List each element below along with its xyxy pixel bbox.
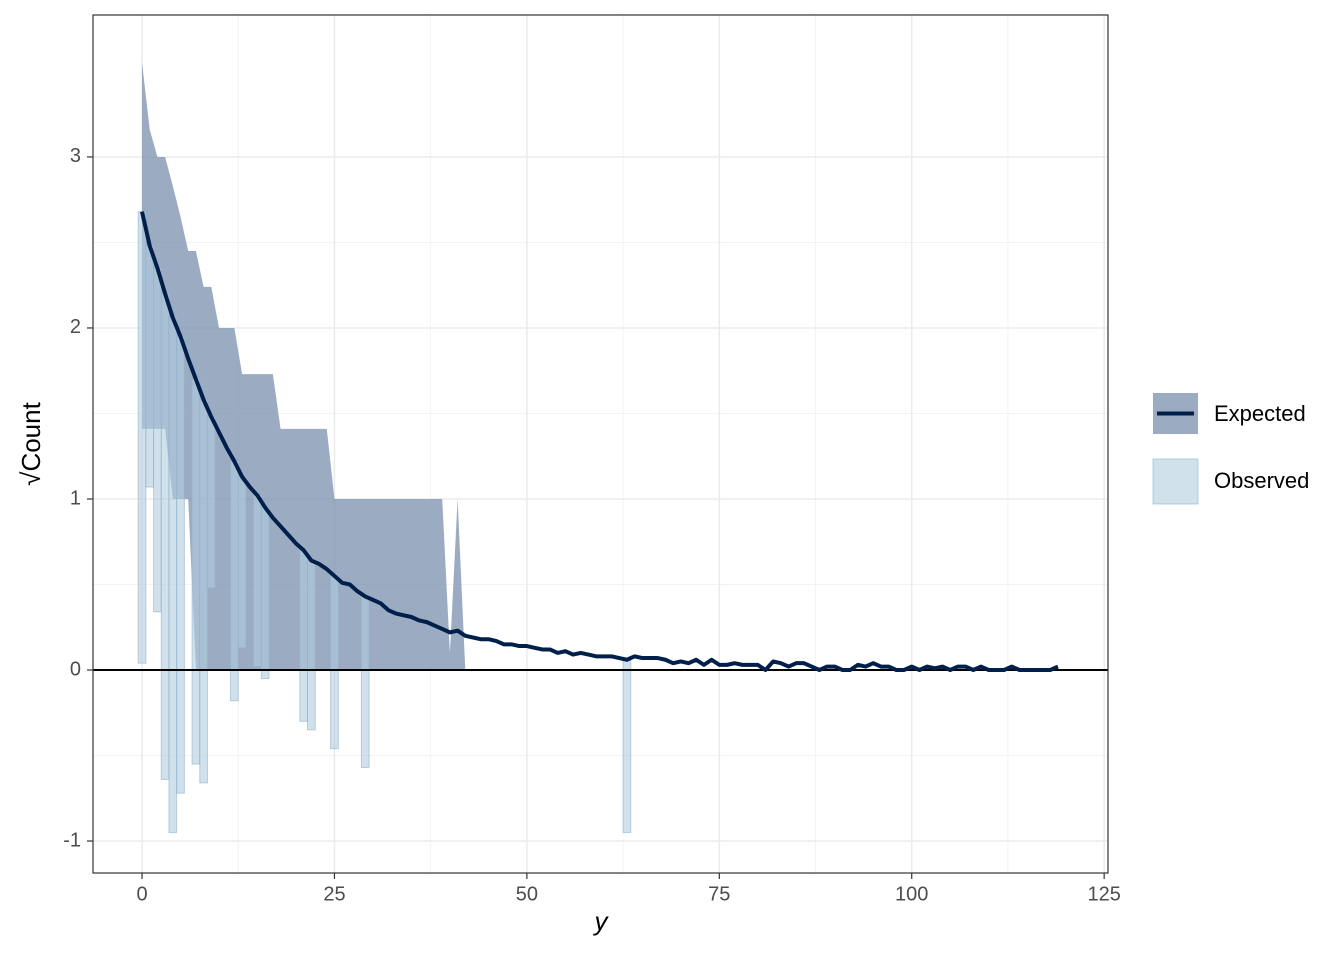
x-tick-label: 125	[1087, 883, 1120, 905]
observed-bar	[145, 245, 155, 488]
y-tick-label: -1	[63, 829, 81, 851]
observed-bar	[360, 595, 370, 768]
observed-bar	[330, 575, 339, 750]
y-axis-title: √Count	[16, 401, 46, 485]
legend-label: Expected	[1214, 401, 1306, 426]
observed-bar	[160, 293, 170, 780]
x-tick-label: 100	[895, 883, 928, 905]
y-tick-label: 1	[70, 487, 81, 509]
panel-border	[92, 14, 1109, 874]
x-tick-label: 75	[708, 883, 730, 905]
observed-bar	[299, 549, 309, 722]
y-tick-label: 3	[70, 145, 81, 167]
y-tick-label: 2	[70, 316, 81, 338]
observed-bar	[230, 460, 239, 702]
observed-bar	[622, 659, 632, 833]
legend-label: Observed	[1214, 468, 1309, 493]
y-tick-label: 0	[70, 658, 81, 680]
observed-bar	[307, 560, 316, 731]
expected-band	[142, 62, 466, 671]
observed-bar	[206, 416, 216, 589]
observed-bar	[168, 317, 178, 833]
observed-bar	[199, 399, 208, 784]
observed-bar	[260, 507, 270, 680]
observed-bar	[176, 336, 185, 794]
x-axis-title: y	[593, 906, 610, 936]
observed-bar	[137, 211, 147, 664]
observed-bar	[153, 267, 162, 613]
observed-bar	[253, 495, 262, 668]
legend-key	[1152, 458, 1199, 505]
x-tick-label: 0	[136, 883, 147, 905]
observed-bar	[237, 476, 247, 649]
x-tick-label: 50	[516, 883, 538, 905]
observed-bar	[191, 378, 201, 765]
x-tick-label: 25	[323, 883, 345, 905]
expected-line	[140, 211, 1059, 673]
